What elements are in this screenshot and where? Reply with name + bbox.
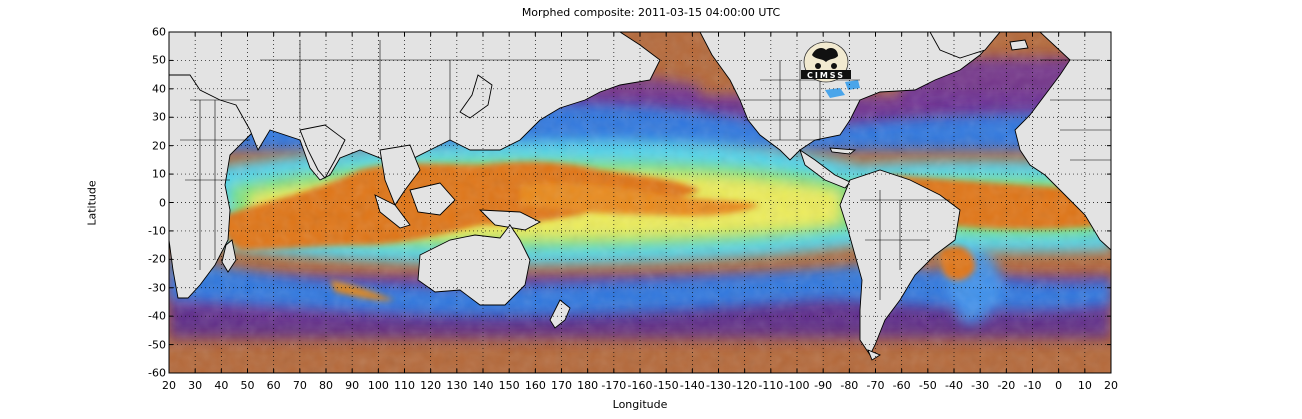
cimss-logo: CIMSS xyxy=(801,41,851,83)
x-tick-label: 20 xyxy=(162,379,176,392)
x-tick-label: -100 xyxy=(784,379,810,392)
india xyxy=(299,124,346,179)
y-tick-label: -60 xyxy=(148,366,166,380)
great-lakes xyxy=(825,80,860,98)
x-tick-label: -80 xyxy=(840,379,859,392)
y-tick-label: 30 xyxy=(152,110,166,124)
x-tick-label: -130 xyxy=(706,379,731,392)
tierra-del-fuego xyxy=(867,349,881,361)
europe-africa-east xyxy=(1014,32,1111,251)
borders xyxy=(180,40,1111,300)
greenland xyxy=(929,32,1001,59)
x-tick-label: -90 xyxy=(814,379,833,392)
graticule xyxy=(169,32,1111,373)
y-tick-label: 40 xyxy=(152,82,166,96)
x-tick-label: -20 xyxy=(997,379,1016,392)
iceland xyxy=(1009,39,1029,51)
x-tick-label: 110 xyxy=(394,379,415,392)
x-axis-label: Longitude xyxy=(612,398,668,411)
y-tick-label: 10 xyxy=(152,167,166,181)
x-tick-label: -170 xyxy=(601,379,627,392)
y-tick-label: 60 xyxy=(152,25,166,39)
x-tick-label: 10 xyxy=(1077,379,1092,392)
x-tick-label: -30 xyxy=(971,379,990,392)
x-tick-label: 0 xyxy=(1055,379,1063,392)
precipitable-water-field xyxy=(169,32,1111,373)
y-tick-label: 0 xyxy=(159,196,166,209)
x-tick-label: -110 xyxy=(758,379,784,392)
indochina xyxy=(379,144,421,206)
figure-title: Morphed composite: 2011-03-15 04:00:00 U… xyxy=(521,6,781,19)
x-tick-label: 120 xyxy=(420,379,442,392)
land-masses xyxy=(169,32,1111,361)
x-tick-label: -160 xyxy=(627,379,653,392)
x-tick-label: -60 xyxy=(892,379,911,392)
tick-marks xyxy=(168,31,1112,374)
central-america xyxy=(799,148,851,189)
australia xyxy=(417,224,531,306)
x-tick-label: -50 xyxy=(918,379,937,392)
x-tick-label: 20 xyxy=(1104,379,1118,392)
x-tick-label: -40 xyxy=(945,379,963,392)
x-tick-label: 170 xyxy=(551,379,572,392)
y-tick-label: -20 xyxy=(148,252,166,266)
x-tick-label: 40 xyxy=(214,379,229,392)
x-tick-label: -150 xyxy=(653,379,679,392)
x-tick-label: 160 xyxy=(524,379,546,392)
madagascar xyxy=(221,239,237,273)
cuba xyxy=(829,147,857,155)
y-tick-label: -30 xyxy=(148,281,166,295)
y-tick-label: -40 xyxy=(148,309,166,323)
x-tick-label: 30 xyxy=(188,379,203,392)
y-tick-label: 20 xyxy=(152,139,166,153)
borneo xyxy=(409,182,456,216)
x-tick-label: 100 xyxy=(367,379,389,392)
x-tick-label: -70 xyxy=(866,379,885,392)
x-tick-label: -10 xyxy=(1023,379,1042,392)
new-guinea xyxy=(478,209,541,231)
y-tick-label: -10 xyxy=(148,224,166,238)
x-tick-label: 180 xyxy=(577,379,599,392)
new-zealand xyxy=(549,299,571,329)
y-tick-label: -50 xyxy=(148,338,166,352)
x-tick-label: 70 xyxy=(292,379,307,392)
x-tick-label: 150 xyxy=(498,379,520,392)
x-tick-label: -140 xyxy=(679,379,705,392)
x-tick-label: -120 xyxy=(732,379,758,392)
japan xyxy=(459,74,493,119)
x-tick-label: 60 xyxy=(266,379,281,392)
x-tick-label: 80 xyxy=(319,379,333,392)
y-axis-label: Latitude xyxy=(85,180,99,226)
sumatra xyxy=(374,194,411,229)
x-tick-label: 90 xyxy=(345,379,360,392)
logo-label: CIMSS xyxy=(807,71,845,80)
x-tick-label: 130 xyxy=(446,379,468,392)
x-tick-label: 140 xyxy=(472,379,494,392)
x-tick-label: 50 xyxy=(240,379,255,392)
y-tick-label: 50 xyxy=(152,53,166,67)
north-america xyxy=(699,32,1001,161)
